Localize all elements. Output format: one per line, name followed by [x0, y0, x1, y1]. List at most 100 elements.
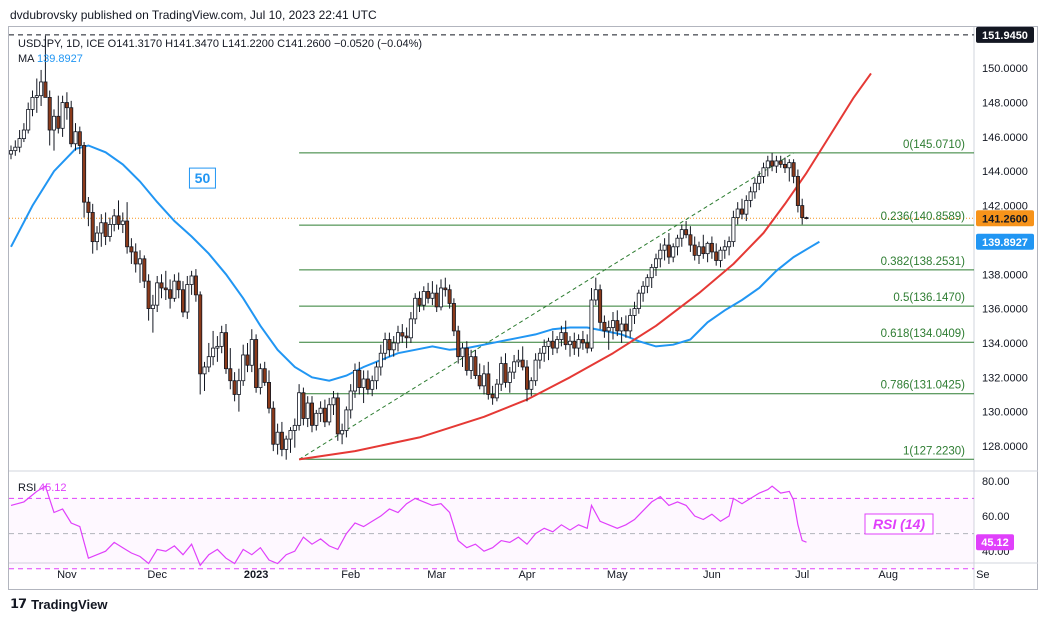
- candle-body: [387, 339, 392, 351]
- candle-body: [374, 366, 379, 382]
- candle-body: [658, 249, 663, 260]
- candle-body: [512, 361, 517, 373]
- candle-body: [477, 375, 482, 387]
- candle-body: [709, 242, 714, 253]
- candle-body: [675, 237, 680, 248]
- candle-body: [533, 359, 538, 382]
- candle-body: [606, 327, 611, 332]
- candle-body: [86, 201, 91, 213]
- price-badge: [976, 233, 1034, 250]
- candle-body: [150, 304, 155, 309]
- footer-brand[interactable]: 𝟭𝟳 TradingView: [10, 596, 107, 612]
- candle-body: [542, 345, 547, 354]
- candle-body: [95, 232, 100, 243]
- candle-body: [223, 332, 228, 370]
- symbol-ohlc-line: USDJPY, 1D, ICE O141.3170 H141.3470 L141…: [18, 38, 423, 50]
- candle-body: [735, 208, 740, 218]
- candle-body: [301, 392, 306, 419]
- candle-body: [103, 222, 108, 237]
- fib-level-label: 1(127.2230): [903, 445, 965, 457]
- fib-level-label: 0.5(136.1470): [893, 292, 965, 304]
- candle-body: [400, 332, 405, 337]
- candle-body: [408, 318, 413, 339]
- candle-body: [279, 431, 284, 450]
- candle-body: [305, 402, 310, 419]
- candle-body: [52, 115, 57, 131]
- candle-body: [490, 394, 495, 399]
- candle-body: [563, 332, 568, 346]
- candle-body: [344, 409, 349, 431]
- candle-body: [804, 217, 809, 219]
- candle-body: [120, 220, 125, 225]
- candle-body: [39, 81, 44, 97]
- candle-body: [352, 370, 357, 392]
- candle-body: [714, 251, 719, 261]
- rsi-line: [10, 485, 807, 567]
- candle-body: [572, 340, 577, 349]
- candle-body: [73, 131, 78, 145]
- ma-label-box: [188, 167, 216, 189]
- red-curve-line: [298, 72, 872, 461]
- candle-body: [641, 285, 646, 294]
- candle-body: [722, 246, 727, 251]
- candle-body: [499, 363, 504, 385]
- candle-body: [507, 371, 512, 383]
- ma-label-text: 50: [195, 170, 211, 186]
- ma-legend: MA 139.8927: [18, 52, 422, 67]
- candle-body: [13, 146, 18, 152]
- candle-body: [580, 339, 585, 344]
- candle-body: [731, 217, 736, 243]
- candle-body: [752, 182, 757, 193]
- candle-body: [443, 287, 448, 291]
- price-badge-label: 151.9450: [982, 30, 1028, 42]
- candle-body: [473, 356, 478, 376]
- candle-body: [215, 345, 220, 349]
- candle-body: [636, 292, 641, 309]
- candle-body: [649, 266, 654, 279]
- rsi-tick-label: 60.00: [982, 511, 1010, 523]
- candle-body: [460, 347, 465, 358]
- candle-body: [413, 297, 418, 320]
- candle-body: [537, 352, 542, 361]
- candle-body: [258, 368, 263, 388]
- candle-body: [56, 115, 61, 129]
- time-tick-label: Dec: [147, 569, 167, 581]
- fib-level-label: 0.382(138.2531): [881, 256, 966, 268]
- candle-body: [800, 205, 805, 218]
- candle-body: [705, 242, 710, 255]
- candle-body: [361, 378, 366, 388]
- candle-body: [176, 280, 181, 291]
- time-tick-label: Feb: [341, 569, 360, 581]
- candle-body: [623, 323, 628, 332]
- rsi-legend-value: 45.12: [39, 482, 67, 494]
- candle-body: [47, 96, 52, 131]
- candle-body: [576, 339, 581, 349]
- candle-body: [288, 430, 293, 440]
- candle-body: [318, 407, 323, 414]
- price-tick-label: 130.0000: [982, 407, 1028, 419]
- price-tick-label: 150.0000: [982, 63, 1028, 75]
- footer-brand-label: TradingView: [31, 596, 108, 612]
- candle-body: [327, 404, 332, 423]
- candle-body: [142, 258, 147, 282]
- candle-body: [438, 287, 443, 308]
- candle-body: [129, 246, 134, 253]
- time-tick-label: Apr: [518, 569, 535, 581]
- publish-info: dvdubrovsky published on TradingView.com…: [10, 8, 377, 22]
- candle-body: [378, 352, 383, 368]
- candle-body: [404, 335, 409, 339]
- candle-body: [365, 378, 370, 390]
- candle-body: [8, 150, 13, 155]
- candle-body: [383, 339, 388, 354]
- price-badge-label: 141.2600: [982, 213, 1028, 225]
- candle-body: [701, 246, 706, 255]
- chart-legend: USDJPY, 1D, ICE O141.3170 H141.3470 L141…: [18, 37, 422, 67]
- candle-body: [494, 383, 499, 399]
- candle-body: [99, 222, 104, 234]
- candle-body: [671, 246, 676, 258]
- candle-body: [645, 277, 650, 287]
- candle-body: [262, 368, 267, 383]
- candle-body: [464, 347, 469, 371]
- candle-body: [654, 258, 659, 268]
